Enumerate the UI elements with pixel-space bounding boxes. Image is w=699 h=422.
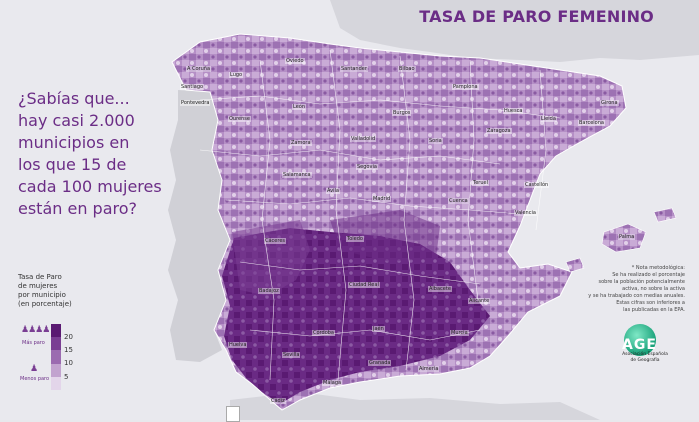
city-label: Pontevedra [180, 100, 211, 106]
city-label: Granada [368, 360, 392, 366]
city-label: Cuenca [448, 198, 469, 204]
africa-land [230, 392, 600, 420]
city-label: León [292, 104, 307, 110]
city-label: Cáceres [264, 238, 287, 244]
city-label: Ciudad Real [348, 282, 380, 288]
note-line: y se ha trabajado con medias anuales. [588, 293, 685, 299]
city-label: Barcelona [578, 120, 605, 126]
city-label: Murcia [450, 330, 469, 336]
city-label: Ávila [326, 188, 340, 194]
city-label: Valladolid [350, 136, 377, 142]
note-line: activa, no sobre la activa [622, 286, 685, 292]
legend-title-line: Tasa de Paro [18, 273, 62, 281]
city-label: Soria [428, 138, 443, 144]
city-label: Castellón [524, 182, 550, 188]
ibiza-land [565, 257, 585, 273]
city-label: Zaragoza [486, 128, 512, 134]
legend-less-label: Menos paro [20, 376, 50, 382]
method-note: * Nota metodológica: Se ha realizado el … [567, 265, 685, 314]
note-line: Estas cifras son inferiores a [616, 300, 685, 306]
note-line: * Nota metodológica: [631, 265, 685, 271]
question-line: municipios en [18, 133, 130, 152]
question-line: ¿Sabías que... [18, 89, 130, 108]
city-label: Burgos [392, 110, 412, 116]
city-label: Zamora [290, 140, 312, 146]
note-line: Se ha realizado el porcentaje [612, 272, 685, 278]
map-title: TASA DE PARO FEMENINO [419, 7, 654, 26]
legend-color-bar [51, 324, 61, 390]
province-borders [199, 49, 561, 381]
city-label: Cádiz [270, 398, 286, 404]
city-label: Santander [340, 66, 368, 72]
legend-title-line: (en porcentaje) [18, 300, 72, 308]
legend-title-line: por municipio [18, 291, 66, 299]
legend-tick: 20 [64, 333, 73, 341]
legend-swatch [51, 376, 61, 390]
city-label: Alicante [468, 298, 491, 304]
question-line: los que 15 de [18, 155, 127, 174]
city-label: Málaga [322, 380, 343, 386]
people-icon-less: ♟ [30, 364, 38, 374]
city-label: Badajoz [258, 288, 280, 294]
people-icon-more: ♟♟♟♟ [21, 325, 50, 335]
city-label: Salamanca [282, 172, 312, 178]
legend-tick: 5 [64, 373, 69, 381]
legend-swatch [51, 337, 61, 351]
city-label: Huelva [228, 342, 248, 348]
age-logo-name: Asociación Española de Geografía [615, 352, 675, 364]
legend-tick: 10 [64, 359, 73, 367]
city-label: Madrid [372, 196, 392, 202]
legend-swatch [51, 324, 61, 338]
france-land [330, 0, 699, 62]
age-name-line: de Geografía [630, 358, 660, 363]
city-label: Oviedo [285, 58, 305, 64]
legend-title: Tasa de Paro de mujeres por municipio (e… [18, 273, 72, 309]
city-label: Valencia [514, 210, 537, 216]
question-text: ¿Sabías que... hay casi 2.000 municipios… [18, 88, 178, 220]
city-label: Almería [418, 366, 440, 372]
city-label: Córdoba [312, 330, 335, 336]
legend-title-line: de mujeres [18, 282, 58, 290]
legend-more-label: Más paro [22, 340, 45, 346]
city-label: Segovia [356, 164, 378, 170]
legend-swatch [51, 363, 61, 377]
city-label: Girona [600, 100, 619, 106]
question-line: cada 100 mujeres [18, 177, 162, 196]
age-logo-icon [624, 324, 656, 356]
city-label: A Coruña [186, 66, 212, 72]
age-name-line: Asociación Española [622, 352, 668, 357]
legend-swatch [51, 350, 61, 364]
city-label: Bilbao [398, 66, 416, 72]
legend-tick: 15 [64, 346, 73, 354]
city-label: Santiago [180, 84, 205, 90]
city-label: Albacete [428, 286, 452, 292]
question-line: hay casi 2.000 [18, 111, 135, 130]
city-label: Toledo [346, 236, 364, 242]
menorca-land [653, 207, 677, 223]
mallorca-land [601, 223, 647, 253]
mancha-high [330, 210, 440, 262]
city-label: Ourense [228, 116, 251, 122]
age-logo-text: AGE [622, 337, 657, 353]
city-label: Teruel [472, 180, 489, 186]
note-line: las publicadas en la EPA. [623, 307, 685, 313]
city-label: Pamplona [452, 84, 479, 90]
question-line: están en paro? [18, 199, 138, 218]
city-label: Lleida [540, 116, 557, 122]
city-label: Lugo [229, 72, 244, 78]
city-label: Palma [618, 234, 636, 240]
note-line: sobre la población potencialmente [598, 279, 686, 285]
city-label: Sevilla [282, 352, 301, 358]
extremadura-high [232, 220, 310, 296]
city-label: Jaén [372, 326, 385, 332]
city-label: Huesca [503, 108, 524, 114]
